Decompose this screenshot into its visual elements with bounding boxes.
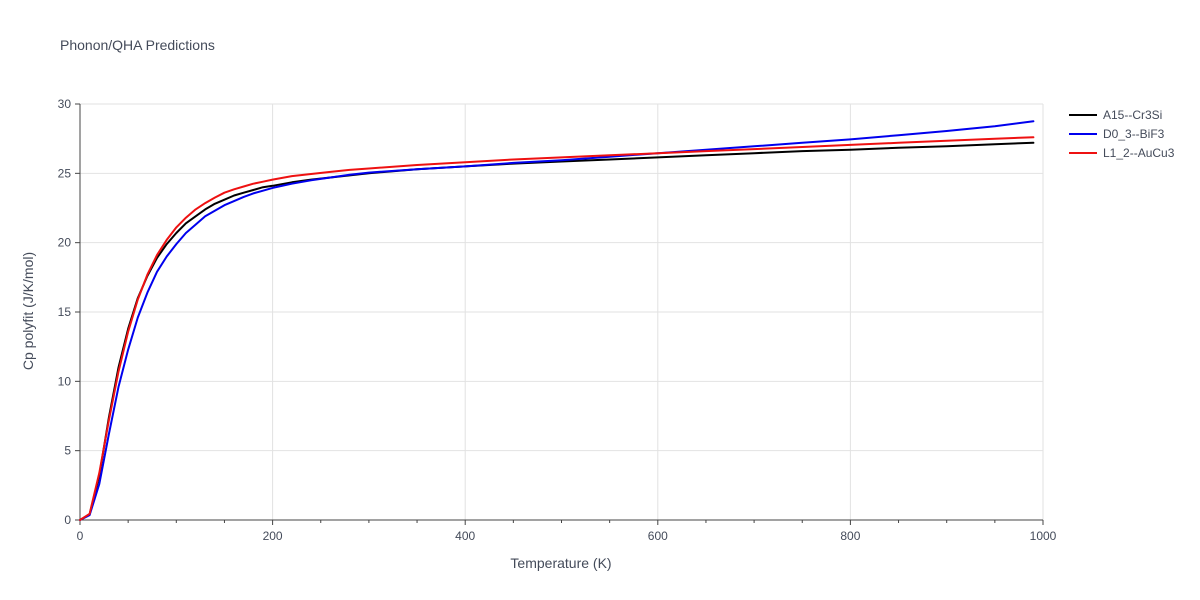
x-tick-label: 0 — [77, 529, 84, 543]
plot-area — [79, 120, 1035, 521]
legend-label: A15--Cr3Si — [1103, 108, 1162, 122]
y-tick-label: 15 — [58, 305, 72, 319]
y-tick-label: 30 — [58, 97, 72, 111]
x-tick-label: 1000 — [1030, 529, 1057, 543]
grid — [80, 103, 1044, 520]
legend-label: L1_2--AuCu3 — [1103, 146, 1175, 160]
series-line-0[interactable] — [79, 141, 1035, 521]
x-tick-label: 400 — [455, 529, 475, 543]
axes: 0 200 400 600 800 1000 0 5 10 15 20 25 30 — [58, 97, 1057, 543]
legend-label: D0_3--BiF3 — [1103, 127, 1165, 141]
x-tick-label: 600 — [648, 529, 668, 543]
x-axis-title: Temperature (K) — [510, 555, 611, 571]
series-line-2[interactable] — [79, 136, 1035, 521]
legend[interactable]: A15--Cr3Si D0_3--BiF3 L1_2--AuCu3 — [1069, 108, 1175, 160]
x-tick-label: 200 — [263, 529, 283, 543]
legend-item[interactable]: A15--Cr3Si — [1069, 108, 1162, 122]
legend-item[interactable]: L1_2--AuCu3 — [1069, 146, 1175, 160]
y-axis-title: Cp polyfit (J/K/mol) — [20, 252, 36, 370]
legend-item[interactable]: D0_3--BiF3 — [1069, 127, 1165, 141]
y-tick-label: 20 — [58, 236, 72, 250]
y-tick-label: 5 — [64, 444, 71, 458]
y-tick-label: 25 — [58, 166, 72, 180]
y-tick-label: 10 — [58, 374, 72, 388]
y-tick-label: 0 — [64, 513, 71, 527]
series-line-1[interactable] — [79, 120, 1035, 521]
x-tick-label: 800 — [840, 529, 860, 543]
chart-title: Phonon/QHA Predictions — [60, 37, 215, 53]
